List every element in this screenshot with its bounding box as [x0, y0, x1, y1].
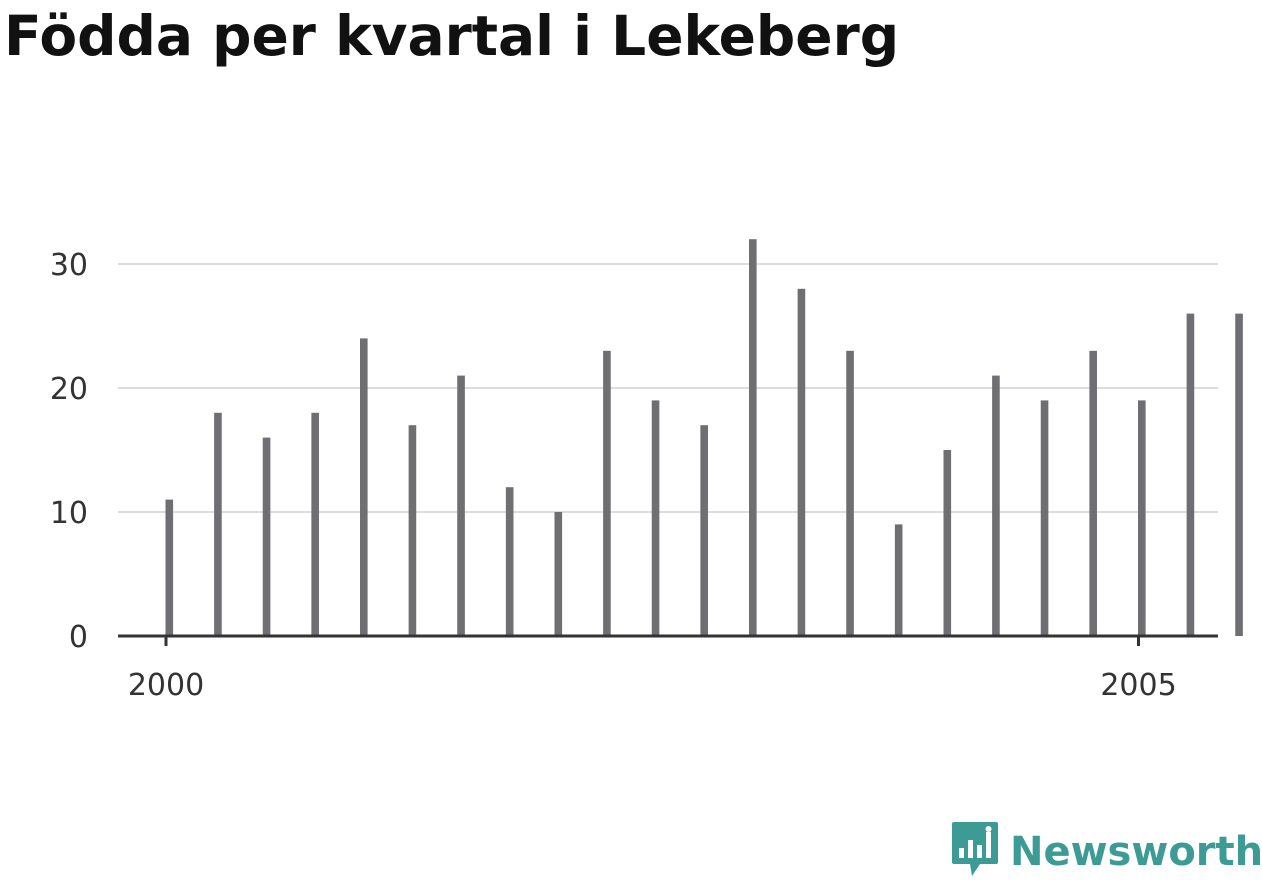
bar [652, 400, 660, 636]
bar [944, 450, 952, 636]
x-tick-label: 2000 [128, 668, 204, 703]
brand-name: Newsworthy [1010, 829, 1262, 875]
bar [555, 512, 563, 636]
y-tick-label: 10 [50, 496, 88, 531]
bar [506, 487, 514, 636]
x-axis-ticks: 200020052010201520202025 [128, 636, 1262, 703]
bar [895, 524, 903, 636]
bar [846, 351, 854, 636]
grid-lines [118, 264, 1218, 512]
bar [1235, 314, 1243, 636]
bar [1138, 400, 1146, 636]
bar [409, 425, 417, 636]
bar [1187, 314, 1195, 636]
bar [798, 289, 806, 636]
bar [700, 425, 708, 636]
bars [166, 214, 1262, 636]
y-tick-label: 30 [50, 248, 88, 283]
bar [311, 413, 319, 636]
bar [603, 351, 611, 636]
y-tick-label: 20 [50, 372, 88, 407]
bar [1089, 351, 1097, 636]
bar [166, 500, 174, 636]
newsworthy-brand[interactable]: Newsworthy [950, 820, 1262, 883]
x-tick-label: 2005 [1100, 668, 1176, 703]
bar [360, 338, 368, 636]
y-tick-label: 0 [69, 620, 88, 655]
bar [457, 376, 465, 636]
bar [263, 438, 271, 636]
y-axis-ticks: 0 10 20 30 [50, 248, 88, 655]
bar [214, 413, 222, 636]
bar [992, 376, 1000, 636]
newsworthy-logo-icon [950, 820, 1000, 883]
bar [1041, 400, 1049, 636]
bar [749, 239, 757, 636]
